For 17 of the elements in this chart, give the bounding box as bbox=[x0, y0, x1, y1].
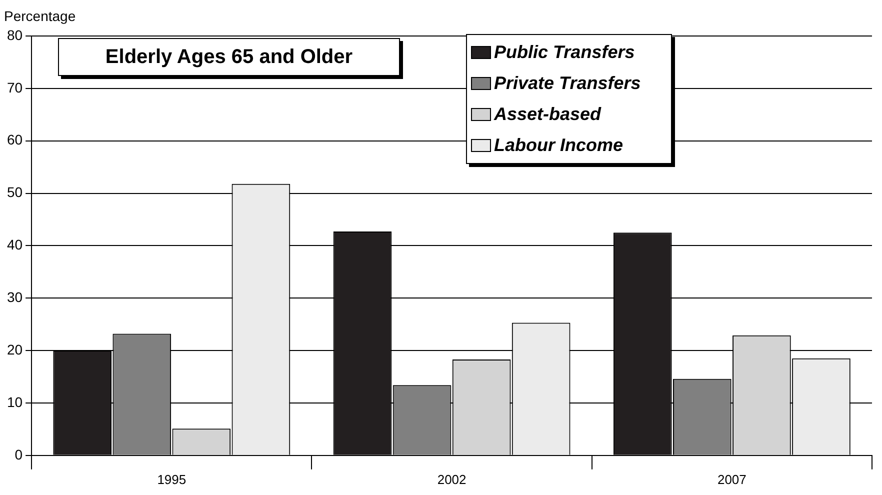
y-tick-label: 30 bbox=[6, 288, 23, 305]
legend-label: Asset-based bbox=[494, 104, 602, 125]
x-tick-label: 1995 bbox=[157, 472, 186, 487]
y-tick-label: 10 bbox=[6, 394, 23, 410]
x-tick-label: 2002 bbox=[437, 472, 466, 487]
y-tick-label: 70 bbox=[6, 79, 23, 96]
y-tick-label: 0 bbox=[14, 446, 23, 462]
legend-label: Labour Income bbox=[494, 135, 624, 156]
y-tick-label: 40 bbox=[6, 236, 23, 253]
y-axis-title: Percentage bbox=[4, 8, 76, 24]
legend-label: Public Transfers bbox=[494, 42, 635, 63]
y-tick-label: 50 bbox=[6, 184, 23, 200]
y-tick-label: 60 bbox=[6, 132, 23, 148]
legend-label: Private Transfers bbox=[494, 73, 641, 94]
y-tick-label: 20 bbox=[6, 341, 23, 358]
y-tick-label: 80 bbox=[6, 26, 23, 43]
x-tick-label: 2007 bbox=[717, 472, 746, 487]
